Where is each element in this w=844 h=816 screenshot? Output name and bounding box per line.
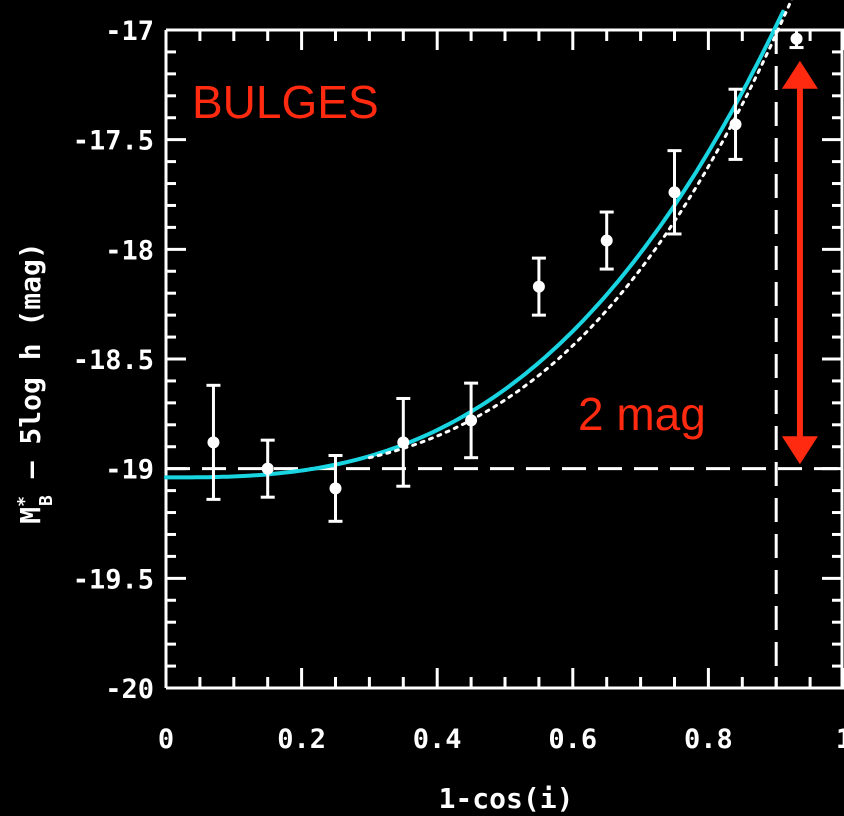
y-tick-label: -19 — [105, 455, 154, 486]
data-point — [397, 436, 410, 449]
x-tick-label: 0.4 — [413, 724, 462, 755]
y-tick-label: -18 — [105, 235, 154, 266]
y-tick-label: -17 — [105, 16, 154, 47]
x-tick-label: 1 — [836, 724, 844, 755]
data-points — [206, 28, 804, 523]
x-tick-label: 0 — [158, 724, 174, 755]
y-tick-label: -19.5 — [73, 564, 154, 595]
data-point — [729, 118, 742, 131]
reference-lines — [166, 30, 844, 688]
y-axis-label-sup: * — [14, 496, 35, 507]
data-point — [600, 234, 613, 247]
x-tick-label: 0.2 — [277, 724, 326, 755]
y-tick-label: -20 — [105, 674, 154, 705]
data-point — [207, 436, 220, 449]
data-point — [465, 414, 478, 427]
data-point — [261, 462, 274, 475]
y-tick-labels: -17 -17.5 -18 -18.5 -19 -19.5 -20 — [73, 16, 154, 705]
bulges-annotation: BULGES — [192, 76, 379, 128]
data-point — [532, 280, 545, 293]
y-tick-label: -17.5 — [73, 126, 154, 157]
x-tick-label: 0.6 — [548, 724, 597, 755]
x-tick-labels: 0 0.2 0.4 0.6 0.8 1 — [158, 724, 844, 755]
y-axis-label-rest: — 5log h (mag) — [14, 242, 47, 495]
y-tick-label: -18.5 — [73, 345, 154, 376]
y-axis-label-symbol: M — [14, 507, 47, 524]
data-point — [329, 482, 342, 495]
axis-ticks — [164, 28, 844, 690]
y-axis-label: M*B — 5log h (mag) — [14, 242, 57, 523]
data-point — [668, 186, 681, 199]
arrow-head-up — [781, 60, 818, 89]
data-point — [790, 32, 803, 45]
x-axis-label: 1-cos(i) — [439, 782, 574, 815]
two-mag-arrow — [781, 60, 818, 465]
arrow-head-down — [781, 436, 818, 465]
two-mag-annotation: 2 mag — [578, 388, 706, 440]
x-tick-label: 0.8 — [684, 724, 733, 755]
y-axis-label-sub: B — [36, 495, 57, 506]
